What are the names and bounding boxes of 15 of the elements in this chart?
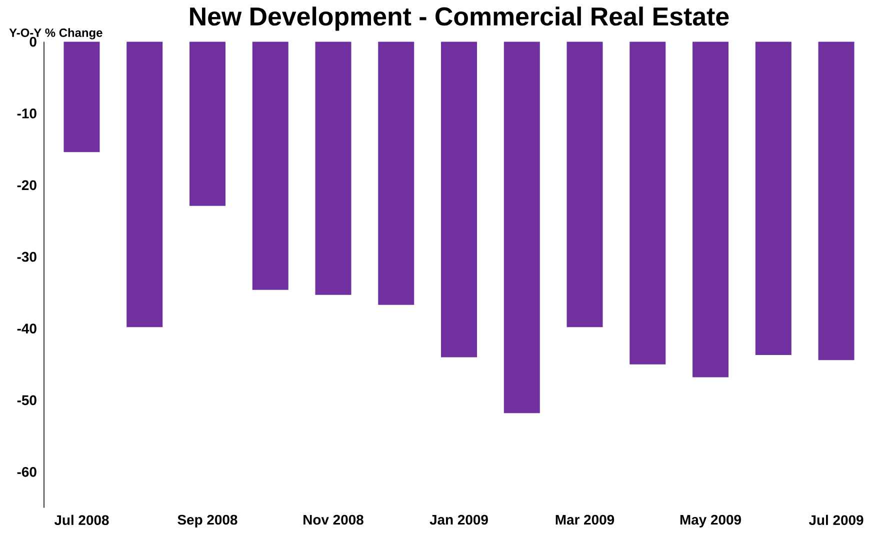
x-tick-label: Sep 2008 <box>178 514 238 528</box>
x-tick-label: Jul 2008 <box>54 514 109 526</box>
x-tick-label: Mar 2009 <box>556 514 614 525</box>
y-tick-label: 0 <box>30 36 36 47</box>
y-tick-label: -40 <box>17 324 36 334</box>
x-tick-label: Jan 2009 <box>430 514 488 525</box>
y-tick-label: -30 <box>17 252 36 262</box>
y-tick-label: -20 <box>17 180 36 190</box>
chart-title: New Development - Commercial Real Estate <box>190 6 729 31</box>
y-tick-label: -10 <box>17 108 36 118</box>
x-tick-label: May 2009 <box>680 514 741 528</box>
x-tick-label: Jul 2009 <box>808 514 864 526</box>
y-tick-label: -50 <box>17 395 36 406</box>
y-tick-label: -60 <box>17 466 36 477</box>
x-tick-label: Nov 2008 <box>304 514 364 525</box>
